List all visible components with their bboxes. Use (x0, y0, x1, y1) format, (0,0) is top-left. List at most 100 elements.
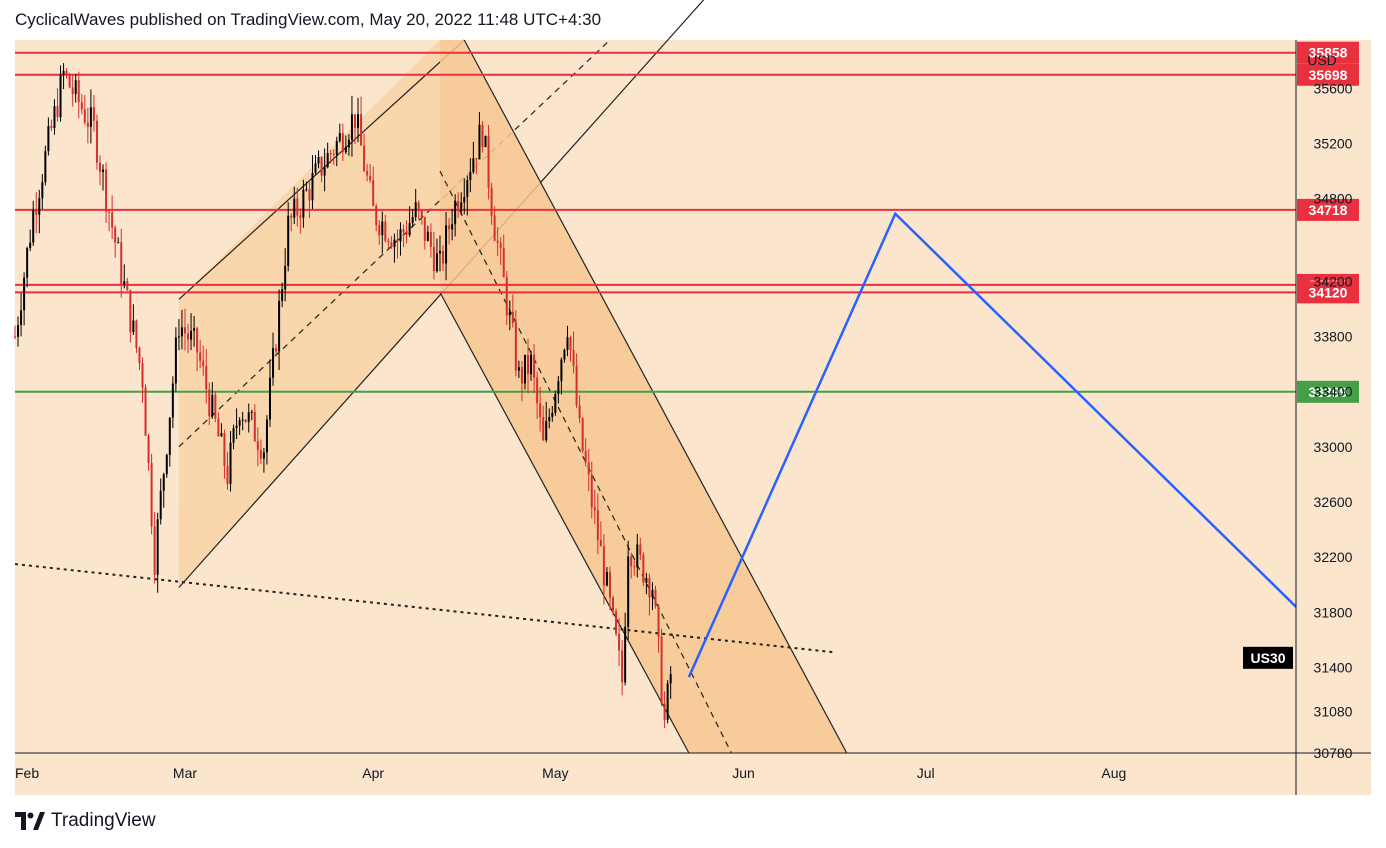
candle-body (435, 253, 438, 272)
candle-body (384, 221, 387, 241)
candle-body (150, 463, 153, 527)
candle-body (105, 169, 108, 212)
candle-body (645, 578, 648, 583)
candle-body (71, 87, 74, 95)
candle-body (235, 425, 238, 429)
candle-body (111, 212, 114, 228)
y-tick-label: 31080 (1314, 704, 1353, 720)
y-tick-label: 34200 (1314, 273, 1353, 289)
candle-body (144, 387, 147, 436)
candle-body (287, 215, 290, 266)
level-value: 34120 (1309, 284, 1348, 300)
candle-body (405, 232, 408, 235)
candle-body (53, 106, 56, 128)
candle-body (335, 140, 338, 155)
y-tick-label: 32200 (1314, 549, 1353, 565)
candle-body (114, 227, 117, 243)
candle-body (305, 189, 308, 191)
candle-body (642, 554, 645, 583)
candle-body (463, 197, 466, 203)
candle-body (360, 114, 363, 146)
candle-body (190, 330, 193, 340)
candle-body (308, 189, 311, 201)
candle-body (180, 327, 183, 337)
y-tick-label: 33400 (1314, 384, 1353, 400)
candle-body (557, 381, 560, 395)
candle-body (587, 462, 590, 475)
candle-body (220, 433, 223, 437)
candle-body (633, 566, 636, 568)
candle-body (168, 417, 171, 455)
candle-body (402, 229, 405, 233)
candle-body (602, 546, 605, 586)
candle-body (375, 205, 378, 225)
candle-body (344, 147, 347, 153)
candle-body (59, 74, 62, 118)
candle-body (460, 202, 463, 211)
y-tick-label: 33000 (1314, 439, 1353, 455)
candle-body (350, 114, 353, 140)
candle-body (511, 311, 514, 324)
x-tick-label: Apr (362, 765, 384, 781)
candle-body (311, 172, 314, 201)
candle-body (232, 428, 235, 443)
candle-body (357, 114, 360, 128)
candle-body (314, 163, 317, 173)
candle-body (156, 519, 159, 575)
candle-body (17, 325, 20, 337)
candle-body (523, 354, 526, 384)
candle-body (171, 383, 174, 418)
candle-body (669, 674, 672, 684)
y-tick-label: 31800 (1314, 604, 1353, 620)
candle-body (89, 107, 92, 127)
candle-body (80, 102, 83, 110)
candle-body (396, 239, 399, 242)
candle-body (654, 589, 657, 606)
candle-body (475, 158, 478, 160)
candle-body (47, 126, 50, 152)
candle-body (566, 337, 569, 350)
candle-body (572, 349, 575, 366)
candle-body (423, 216, 426, 241)
y-tick-label: 35600 (1314, 80, 1353, 96)
candle-body (50, 126, 53, 128)
trend-channels (14, 0, 848, 754)
candle-body (527, 354, 530, 375)
candle-body (593, 507, 596, 511)
candle-body (457, 200, 460, 211)
candle-body (135, 320, 138, 348)
candle-body (472, 158, 475, 173)
candle-body (454, 200, 457, 225)
candle-body (83, 109, 86, 123)
brand-footer[interactable]: TradingView (15, 810, 156, 832)
candle-body (575, 365, 578, 406)
candle-body (123, 281, 126, 285)
candle-body (393, 239, 396, 247)
candle-body (666, 683, 669, 720)
x-tick-label: Jun (732, 765, 755, 781)
candle-body (86, 122, 89, 127)
level-label: 34718 (1297, 198, 1359, 221)
candle-body (77, 80, 80, 103)
candle-body (138, 347, 141, 364)
candle-body (596, 510, 599, 541)
candle-body (505, 277, 508, 316)
candle-body (62, 70, 65, 75)
candle-body (284, 265, 287, 290)
candle-body (399, 229, 402, 242)
level-value: 35858 (1309, 45, 1348, 61)
candle-body (199, 352, 202, 361)
candle-body (627, 556, 630, 627)
candle-body (636, 544, 639, 568)
candle-body (381, 221, 384, 236)
candle-body (545, 421, 548, 441)
candle-body (262, 452, 265, 459)
candle-body (95, 120, 98, 163)
candle-body (353, 114, 356, 128)
candle-body (551, 412, 554, 417)
candle-body (590, 474, 593, 508)
candle-body (253, 411, 256, 442)
candle-body (639, 544, 642, 555)
candle-body (214, 394, 217, 419)
